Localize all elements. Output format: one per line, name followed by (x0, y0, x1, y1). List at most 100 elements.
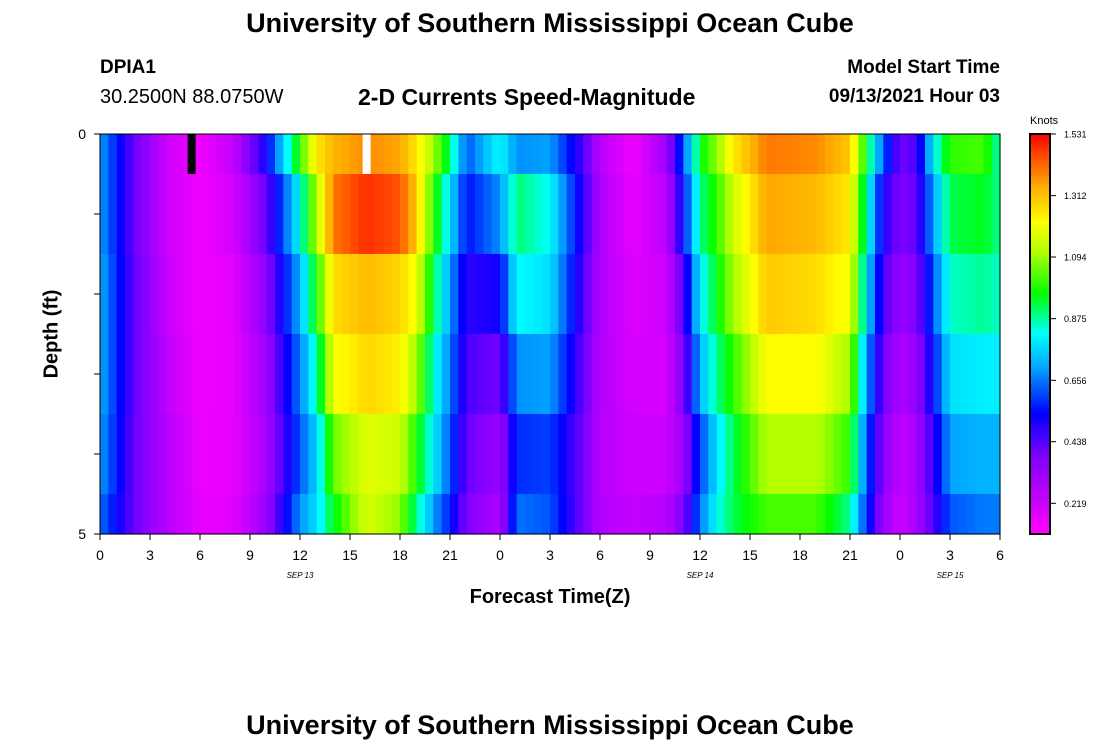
heatmap-cell (491, 494, 501, 535)
heatmap-cell (683, 174, 693, 255)
heatmap-cell (391, 254, 401, 335)
heatmap-cell (150, 414, 159, 495)
heatmap-cell (525, 494, 534, 535)
x-tick-label: 0 (96, 547, 104, 563)
heatmap-cell (750, 134, 759, 175)
heatmap-cell (658, 174, 668, 255)
heatmap-cell (200, 494, 209, 535)
heatmap-cell (533, 134, 543, 175)
heatmap-cell (241, 494, 251, 535)
heatmap-cell (258, 254, 268, 335)
heatmap-cell (966, 134, 976, 175)
heatmap-cell (908, 174, 918, 255)
heatmap-cell (733, 174, 743, 255)
heatmap-cell (666, 174, 676, 255)
heatmap-cell (683, 134, 693, 175)
heatmap-cell (841, 494, 851, 535)
heatmap-cell (616, 334, 626, 415)
heatmap-cell (225, 334, 234, 415)
heatmap-cell (500, 254, 509, 335)
heatmap-cell (383, 174, 393, 255)
heatmap-cell (541, 334, 551, 415)
heatmap-cell (508, 174, 518, 255)
heatmap-cell (275, 494, 284, 535)
heatmap-cell (525, 254, 534, 335)
heatmap-cell (150, 254, 159, 335)
heatmap-cell (325, 254, 334, 335)
heatmap-cell (791, 494, 801, 535)
heatmap-cell (441, 414, 451, 495)
heatmap-cell (150, 494, 159, 535)
heatmap-cell (875, 334, 884, 415)
heatmap-cell (200, 134, 209, 175)
heatmap-cell (675, 134, 684, 175)
heatmap-cell (975, 254, 984, 335)
heatmap-cell (341, 414, 351, 495)
heatmap-cell (758, 174, 768, 255)
heatmap-cell (550, 134, 559, 175)
heatmap-cell (891, 334, 901, 415)
heatmap-cell (541, 254, 551, 335)
heatmap-cell (975, 414, 984, 495)
heatmap-cell (291, 254, 301, 335)
heatmap-cell (958, 494, 968, 535)
heatmap-cell (358, 414, 368, 495)
station-coords: 30.2500N 88.0750W (100, 86, 284, 108)
heatmap-cell (983, 494, 993, 535)
colorbar-tick-label: 0.438 (1064, 437, 1087, 447)
marker-bar (187, 134, 196, 174)
heatmap-cell (766, 134, 776, 175)
heatmap-cell (275, 174, 284, 255)
heatmap-cell (808, 134, 818, 175)
heatmap-cell (825, 254, 834, 335)
heatmap-cell (583, 254, 593, 335)
heatmap-cell (933, 334, 943, 415)
heatmap-cell (608, 254, 618, 335)
heatmap-cell (108, 494, 118, 535)
heatmap-cell (658, 494, 668, 535)
heatmap-cell (833, 414, 843, 495)
heatmap-cell (241, 174, 251, 255)
heatmap-cell (691, 334, 701, 415)
heatmap-cell (408, 334, 418, 415)
heatmap-cell (783, 254, 793, 335)
heatmap-cell (408, 254, 418, 335)
marker-bars (187, 134, 371, 174)
heatmap-cell (433, 334, 443, 415)
heatmap-cell (791, 174, 801, 255)
heatmap-cell (283, 254, 293, 335)
heatmap-cell (316, 254, 326, 335)
heatmap-cell (750, 494, 759, 535)
heatmap-cell (333, 174, 343, 255)
heatmap-cell (275, 334, 284, 415)
heatmap-cell (225, 174, 234, 255)
heatmap-cell (233, 134, 243, 175)
heatmap-cell (341, 494, 351, 535)
heatmap-cell (958, 414, 968, 495)
heatmap-cell (908, 414, 918, 495)
heatmap-cell (500, 334, 509, 415)
heatmap-cell (700, 134, 709, 175)
heatmap-cell (100, 494, 109, 535)
heatmap-cell (108, 414, 118, 495)
heatmap-cell (991, 254, 1001, 335)
heatmap-cell (783, 334, 793, 415)
heatmap-cell (341, 254, 351, 335)
heatmap-cell (600, 334, 609, 415)
heatmap-cell (516, 174, 526, 255)
heatmap-cell (500, 494, 509, 535)
heatmap-cell (558, 254, 568, 335)
heatmap-cell (366, 414, 376, 495)
heatmap-cell (758, 494, 768, 535)
colorbar-unit: Knots (1030, 115, 1059, 127)
heatmap-cell (158, 134, 168, 175)
heatmap-cell (775, 254, 784, 335)
heatmap-cell (950, 494, 959, 535)
colorbar-tick-label: 0.219 (1064, 499, 1087, 509)
heatmap-cell (933, 414, 943, 495)
heatmap-cell (675, 494, 684, 535)
heatmap-cell (908, 334, 918, 415)
heatmap-cell (583, 134, 593, 175)
heatmap-cell (350, 334, 359, 415)
heatmap-cell (883, 134, 893, 175)
